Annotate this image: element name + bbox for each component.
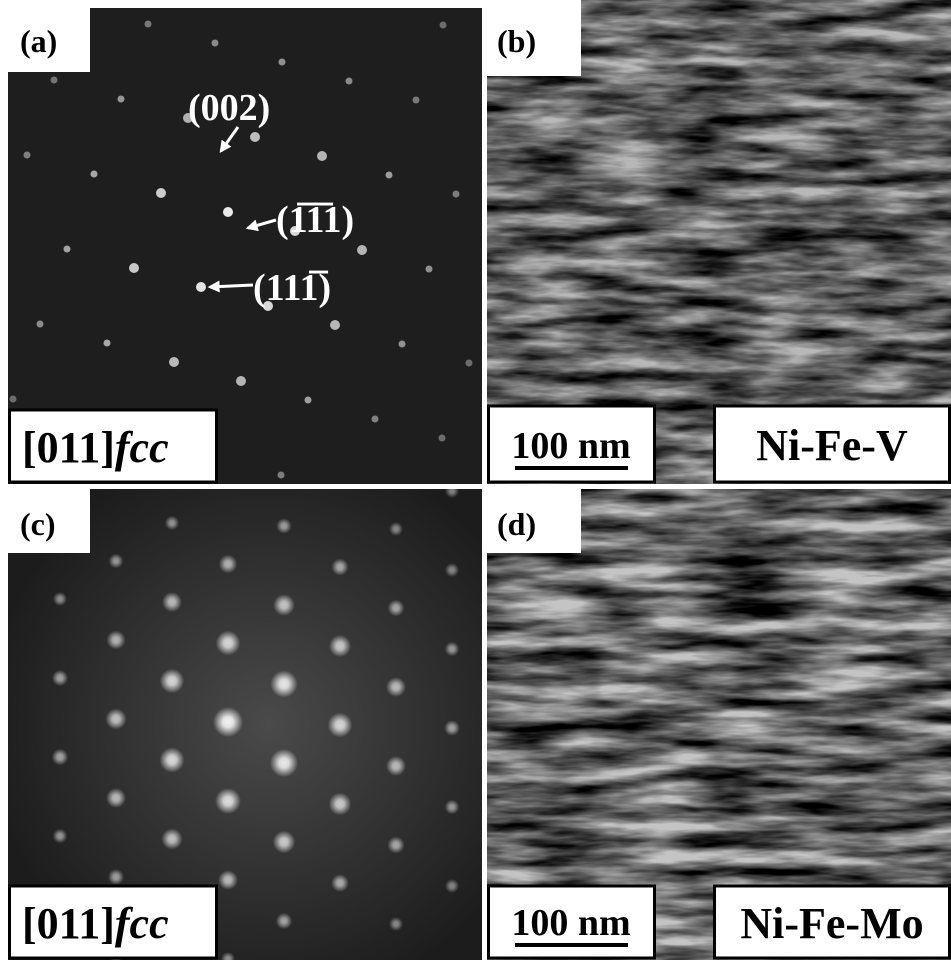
diffraction-spot (445, 642, 460, 657)
diffraction-spot (276, 518, 291, 533)
diffraction-spot (426, 266, 433, 273)
diffraction-spot (105, 708, 126, 729)
material-label: Ni-Fe-V (756, 421, 908, 470)
material-label: Ni-Fe-Mo (740, 899, 923, 948)
diffraction-spot (51, 77, 58, 84)
diffraction-spot (215, 788, 241, 814)
diffraction-spot (278, 472, 285, 479)
diffraction-spot (331, 558, 348, 575)
diffraction-spot (165, 516, 179, 530)
diffraction-spot (413, 97, 420, 104)
diffraction-spot (317, 151, 327, 161)
diffraction-spot (305, 397, 312, 404)
diffraction-spot (389, 522, 403, 536)
diffraction-spot (159, 747, 184, 772)
diffraction-spot (109, 554, 124, 569)
diffraction-spot (129, 263, 139, 273)
diffraction-spot (330, 320, 340, 330)
diffraction-spot (445, 879, 459, 893)
annotation: (1̅1̅1) (276, 199, 354, 241)
diffraction-spot (453, 191, 460, 198)
diffraction-spot (387, 836, 404, 853)
diffraction-spot (162, 592, 182, 612)
diffraction-spot (218, 870, 238, 890)
diffraction-spot (329, 793, 352, 816)
diffraction-spot (223, 207, 233, 217)
diffraction-spot (445, 800, 460, 815)
panel-b: (b) 100 nm Ni-Fe-V (487, 0, 951, 484)
page: {"panels": [ {"label": "(a)", "annotatio… (0, 0, 951, 960)
diffraction-spot (444, 720, 460, 736)
diffraction-spot (331, 874, 349, 892)
zone-axis: [011]fcc (22, 899, 169, 948)
diffraction-spot (273, 831, 296, 854)
diffraction-spot (52, 670, 68, 686)
diffraction-spot (53, 829, 68, 844)
diffraction-spot (219, 555, 238, 574)
diffraction-spot (91, 171, 98, 178)
diffraction-spot (145, 21, 152, 28)
scale-bar-label: 100 nm (511, 902, 630, 944)
scale-bar-label: 100 nm (511, 425, 630, 467)
diffraction-spot (389, 917, 403, 931)
diffraction-spot (118, 96, 125, 103)
diffraction-spot (440, 22, 447, 29)
panel-label: (c) (20, 506, 56, 542)
zone-axis-index: [011] (22, 423, 115, 472)
diffraction-spot (270, 749, 298, 777)
diffraction-spot (108, 869, 124, 885)
diffraction-spot (160, 669, 185, 694)
diffraction-spot (466, 360, 473, 367)
diffraction-spot (52, 749, 69, 766)
diffraction-spot (386, 172, 393, 179)
diffraction-spot (372, 416, 379, 423)
diffraction-spot (445, 484, 459, 498)
diffraction-spot (236, 376, 246, 386)
diffraction-spot (357, 245, 367, 255)
annotation: (002) (188, 87, 270, 129)
panel-c: (c) [011]fcc (8, 484, 482, 960)
diffraction-spot (169, 357, 179, 367)
panel-a: (a) (002) (1̅1̅1) (111̅) [011]fcc (8, 8, 482, 484)
panel-d: (d) 100 nm Ni-Fe-Mo (487, 489, 951, 960)
diffraction-spot (439, 435, 446, 442)
diffraction-spot (106, 788, 126, 808)
diffraction-spot (213, 707, 243, 737)
diffraction-spot (10, 396, 17, 403)
diffraction-spot (399, 341, 406, 348)
diffraction-spot (386, 677, 406, 697)
diffraction-spot (346, 78, 353, 85)
diffraction-spot (276, 913, 292, 929)
diffraction-spot (64, 246, 71, 253)
diffraction-spot (106, 630, 125, 649)
diffraction-spot (104, 340, 111, 347)
diffraction-spot (328, 713, 353, 738)
diffraction-spot (161, 828, 182, 849)
diffraction-spot (250, 132, 260, 142)
panel-label: (b) (497, 23, 536, 59)
diffraction-spot (53, 592, 67, 606)
diffraction-spot (279, 59, 286, 66)
diffraction-spot (156, 188, 166, 198)
diffraction-spot (212, 40, 219, 47)
zone-axis: [011]fcc (22, 423, 169, 472)
zone-axis-suffix: fcc (115, 899, 169, 948)
diffraction-spot (37, 321, 44, 328)
panel-label: (a) (20, 23, 57, 59)
diffraction-spot (273, 594, 295, 616)
diffraction-spot (24, 152, 31, 159)
zone-axis-suffix: fcc (115, 423, 169, 472)
figure: (a) (002) (1̅1̅1) (111̅) [011]fcc (b) 10… (0, 0, 951, 960)
panel-label: (d) (497, 506, 536, 542)
diffraction-spot (386, 756, 406, 776)
arrow (210, 285, 253, 287)
diffraction-spot (329, 635, 351, 657)
diffraction-spot (216, 631, 241, 656)
diffraction-spot (270, 670, 297, 697)
diffraction-spot (445, 563, 459, 577)
diffraction-spot (196, 282, 206, 292)
diffraction-spot (388, 600, 405, 617)
zone-axis-index: [011] (22, 899, 115, 948)
annotation: (111̅) (253, 267, 331, 309)
